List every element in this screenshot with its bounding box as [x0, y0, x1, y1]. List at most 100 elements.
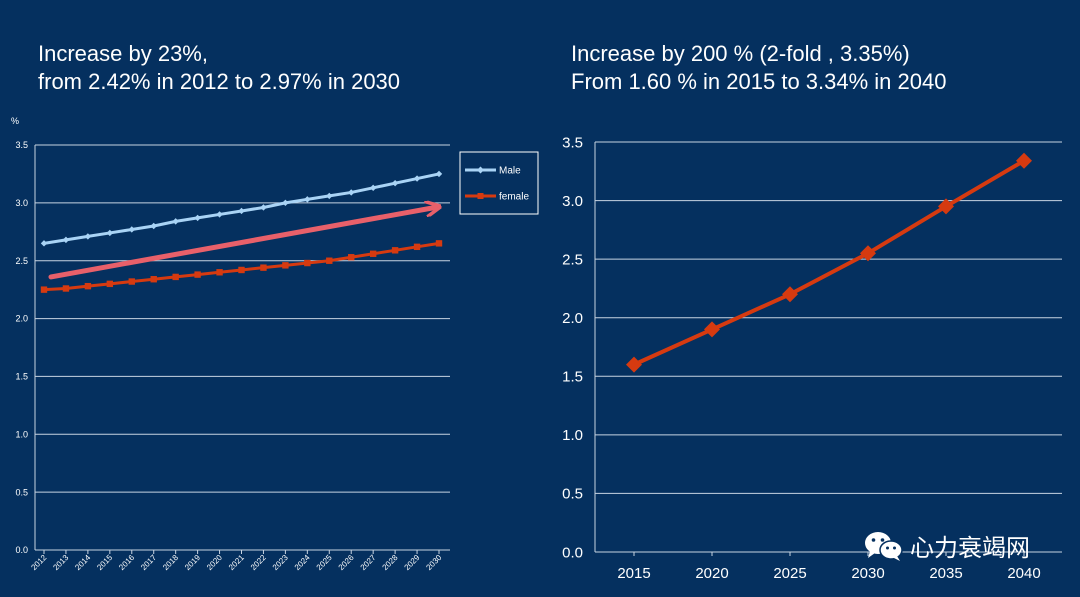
right-xtick-label: 2020 [695, 565, 728, 582]
right-xtick-label: 2030 [851, 565, 884, 582]
left-male-point [172, 218, 179, 225]
right-ytick-label: 0.0 [562, 544, 583, 561]
left-male-point [413, 175, 421, 182]
left-female-point [413, 243, 421, 251]
left-xtick-label: 2014 [73, 553, 92, 572]
left-title-line2: from 2.42% in 2012 to 2.97% in 2030 [38, 69, 401, 94]
left-male-point [128, 226, 135, 233]
right-ytick-label: 3.0 [562, 193, 583, 210]
left-female-point [150, 276, 157, 283]
left-xtick-label: 2017 [139, 553, 158, 572]
left-female-point [260, 264, 267, 271]
right-ytick-label: 1.5 [562, 369, 583, 386]
left-xtick-label: 2016 [117, 553, 136, 572]
left-ytick-label: 2.5 [15, 256, 28, 266]
legend-male-label: Male [499, 166, 521, 177]
left-female-point [304, 259, 311, 267]
left-female-point [391, 247, 399, 254]
left-female-point [40, 286, 48, 293]
right-ytick-label: 2.0 [562, 310, 583, 327]
left-ytick-label: 0.0 [15, 545, 28, 555]
left-xtick-label: 2018 [161, 553, 180, 572]
legend-female-marker [477, 193, 484, 199]
right-xtick-label: 2035 [929, 565, 962, 582]
left-female-point [194, 271, 201, 278]
left-female-point [84, 282, 92, 290]
left-female-point [348, 254, 355, 261]
left-male-point [62, 236, 70, 244]
right-ytick-label: 1.0 [562, 427, 583, 444]
left-female-point [238, 266, 245, 274]
left-female-point [128, 278, 135, 285]
left-xtick-label: 2012 [29, 553, 48, 572]
left-male-point [150, 222, 157, 230]
left-female-point [435, 240, 443, 247]
left-female-point [326, 257, 333, 264]
left-female-point [369, 250, 377, 257]
left-female-point [172, 273, 179, 281]
left-xtick-label: 2019 [183, 553, 202, 572]
right-heart-failure-prevalence-point [860, 245, 876, 262]
left-male-point [84, 233, 92, 240]
left-male-point [238, 207, 245, 215]
left-title-line1: Increase by 23%, [38, 41, 208, 66]
left-xtick-label: 2023 [271, 553, 290, 572]
left-male-point [304, 196, 311, 203]
left-ytick-label: 1.5 [15, 372, 28, 382]
left-male-point [391, 179, 399, 187]
right-heart-failure-prevalence-point [938, 198, 954, 215]
left-male-point [194, 214, 201, 222]
watermark-text: 心力衰竭网 [910, 535, 1030, 562]
right-heart-failure-prevalence-point [626, 356, 642, 373]
wechat-icon [865, 531, 903, 561]
left-xtick-label: 2024 [293, 553, 312, 572]
left-ytick-label: 1.0 [15, 429, 28, 439]
left-legend-box [459, 151, 539, 215]
left-male-point [40, 240, 48, 247]
left-male-point [326, 192, 333, 200]
left-male-point [435, 170, 443, 178]
left-ytick-label: 3.5 [15, 140, 28, 150]
left-female-point [282, 262, 289, 269]
right-heart-failure-prevalence-point [704, 321, 720, 338]
left-xtick-label: 2013 [51, 553, 70, 572]
right-heart-failure-prevalence-point [782, 286, 798, 303]
right-ytick-label: 2.5 [562, 251, 583, 268]
left-xtick-label: 2030 [424, 553, 443, 572]
left-xtick-label: 2021 [227, 553, 246, 572]
right-chart-title: Increase by 200 % (2-fold , 3.35%) From … [571, 40, 946, 96]
left-ytick-label: 0.5 [15, 487, 28, 497]
right-xtick-label: 2025 [773, 565, 806, 582]
left-female-point [216, 269, 223, 276]
left-xtick-label: 2022 [249, 553, 268, 572]
left-ytick-label: 2.0 [15, 314, 28, 324]
trend-arrow [48, 207, 435, 280]
left-xtick-label: 2027 [359, 553, 378, 572]
left-male-point [216, 211, 223, 218]
right-title-line1: Increase by 200 % (2-fold , 3.35%) [571, 41, 910, 66]
left-male-point [282, 199, 289, 207]
left-male-point [106, 229, 114, 237]
left-ytick-label: 3.0 [15, 198, 28, 208]
right-heart-failure-prevalence-point [1016, 152, 1032, 169]
left-xtick-label: 2028 [381, 553, 400, 572]
right-ytick-label: 0.5 [562, 486, 583, 503]
legend-male-marker [477, 166, 484, 174]
right-series-heart-failure-prevalence-line [633, 159, 1026, 367]
left-female-point [106, 280, 114, 288]
right-xtick-label: 2040 [1007, 565, 1040, 582]
left-xtick-label: 2015 [95, 553, 114, 572]
left-y-unit-label: % [11, 116, 19, 126]
left-male-point [260, 204, 267, 211]
left-female-point [62, 285, 70, 292]
legend-female-label: female [499, 192, 529, 203]
watermark: 心力衰竭网 [862, 528, 1030, 563]
left-male-point [348, 189, 355, 196]
left-male-point [369, 184, 377, 192]
right-xtick-label: 2015 [617, 565, 650, 582]
left-xtick-label: 2026 [337, 553, 356, 572]
left-chart-title: Increase by 23%, from 2.42% in 2012 to 2… [38, 40, 400, 96]
left-xtick-label: 2025 [315, 553, 334, 572]
left-xtick-label: 2020 [205, 553, 224, 572]
